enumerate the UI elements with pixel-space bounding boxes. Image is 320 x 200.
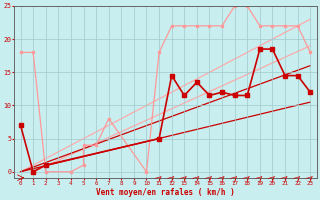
X-axis label: Vent moyen/en rafales ( km/h ): Vent moyen/en rafales ( km/h ) — [96, 188, 235, 197]
